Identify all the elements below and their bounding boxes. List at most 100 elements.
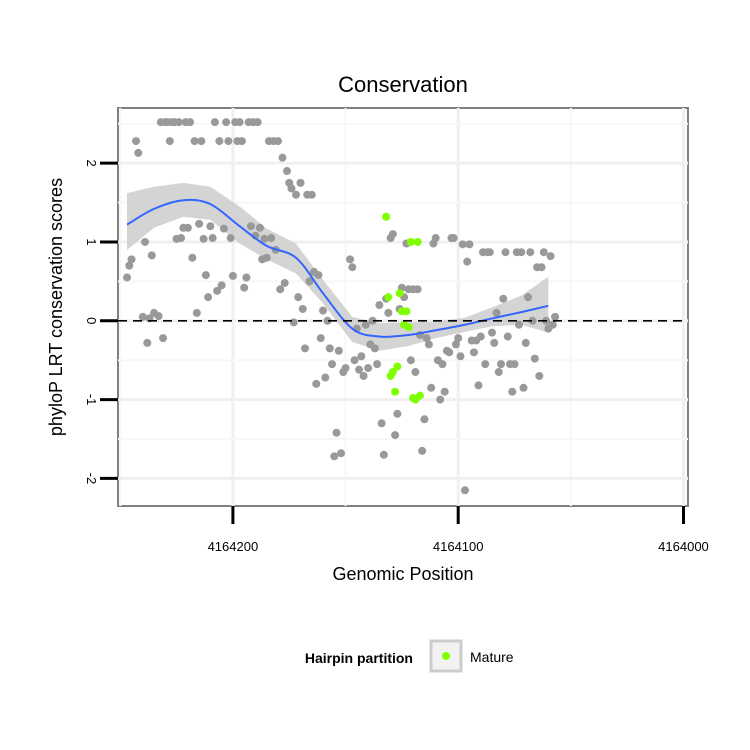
data-point [154,312,163,321]
data-points-layer [123,118,560,495]
data-point [224,137,233,146]
data-point [186,118,195,127]
mature-point [404,323,413,332]
data-point [551,312,560,321]
data-point [319,306,328,315]
x-tick-label: 4164200 [208,539,259,554]
data-point [262,253,271,262]
legend-title: Hairpin partition [305,650,413,666]
data-point [355,365,364,374]
data-point [332,428,341,437]
data-point [348,263,357,272]
data-point [294,293,303,302]
confidence-band-layer [127,182,549,351]
data-point [370,344,379,353]
data-point [528,316,537,325]
data-point [174,118,183,127]
data-point [418,446,427,455]
data-point [350,356,359,365]
data-point [222,118,231,127]
data-point [420,415,429,424]
data-point [517,248,526,257]
data-point [474,381,483,390]
data-point [526,248,535,257]
data-point [388,230,397,239]
mature-point [382,212,391,221]
data-point [510,360,519,369]
data-point [465,240,474,249]
y-tick-label: 0 [84,317,99,324]
mature-point [402,307,411,316]
data-point [260,234,269,243]
data-point [535,371,544,380]
data-point [456,352,465,361]
data-point [449,234,458,243]
legend: Hairpin partition Mature [305,639,514,673]
data-point [312,379,321,388]
x-axis-label: Genomic Position [332,564,473,584]
legend-mature-key [442,652,450,660]
data-point [321,373,330,382]
data-point [235,118,244,127]
data-point [515,320,524,329]
data-point [125,261,134,270]
data-point [341,364,350,373]
data-point [138,312,147,321]
mature-point [415,391,424,400]
data-point [147,251,156,260]
y-tick-label: 2 [84,160,99,167]
data-point [242,273,251,282]
y-axis-label: phyloP LRT conservation scores [46,178,66,436]
data-point [373,360,382,369]
data-point [127,255,136,264]
data-point [316,334,325,343]
y-tick-label: 1 [84,238,99,245]
data-point [487,328,496,337]
data-point [273,137,282,146]
data-point [521,338,530,347]
data-point [201,271,210,280]
data-point [494,368,503,377]
data-point [357,352,366,361]
mature-point [395,289,404,298]
data-point [330,452,339,461]
data-point [508,387,517,396]
confidence-band [127,182,549,351]
data-point [359,371,368,380]
legend-mature-label: Mature [470,649,514,665]
data-point [539,248,548,257]
data-point [323,316,332,325]
data-point [422,334,431,343]
data-point [208,234,217,243]
data-point [337,449,346,458]
data-point [217,281,226,290]
mature-point [406,237,415,246]
smooth-line-layer [126,198,549,338]
data-point [278,153,287,162]
data-point [548,320,557,329]
data-point [267,234,276,243]
data-point [463,257,472,266]
data-point [364,364,373,373]
data-point [204,293,213,302]
data-point [524,293,533,302]
data-point [325,344,334,353]
data-point [228,271,237,280]
data-point [253,118,262,127]
data-point [490,338,499,347]
data-point [391,431,400,440]
data-point [476,332,485,341]
data-point [123,273,132,282]
data-point [296,178,305,187]
data-point [199,234,208,243]
data-point [190,137,199,146]
data-point [546,252,555,261]
data-point [375,301,384,310]
data-point [346,255,355,264]
data-point [481,360,490,369]
x-tick-label: 4164000 [658,539,709,554]
data-point [334,346,343,355]
data-point [368,316,377,325]
y-tick-label: -2 [84,473,99,485]
